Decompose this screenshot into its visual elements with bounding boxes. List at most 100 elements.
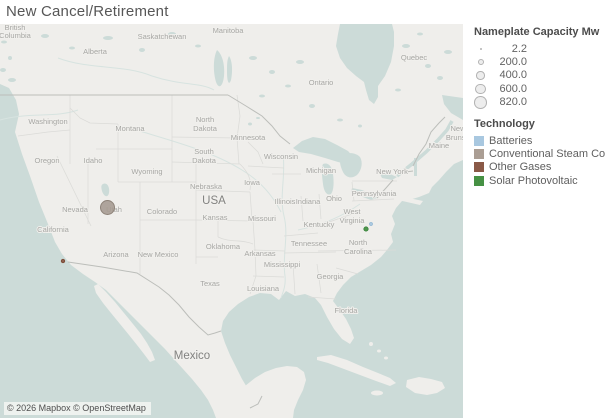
size-legend-value: 600.0 bbox=[499, 82, 527, 95]
label-arizona: Arizona bbox=[103, 250, 129, 259]
mark-other-gases-california[interactable] bbox=[60, 258, 66, 264]
viz-title: New Cancel/Retirement bbox=[6, 3, 169, 20]
label-wisconsin: Wisconsin bbox=[264, 152, 298, 161]
gulf-st-lawrence bbox=[442, 95, 463, 120]
color-swatch-icon bbox=[474, 149, 484, 160]
label-quebec: Quebec bbox=[401, 53, 428, 62]
label-kansas: Kansas bbox=[202, 213, 227, 222]
bahamas-island bbox=[369, 342, 373, 346]
country-borders bbox=[0, 94, 446, 409]
label-south-dakota-2: Dakota bbox=[192, 156, 217, 165]
size-legend-value: 200.0 bbox=[499, 56, 527, 69]
hispaniola bbox=[406, 377, 445, 395]
bahamas-island bbox=[384, 356, 388, 360]
lake-huron bbox=[339, 153, 362, 178]
technology-legend-label: Batteries bbox=[489, 134, 533, 147]
size-circle-icon bbox=[476, 71, 485, 80]
label-tennessee: Tennessee bbox=[291, 239, 327, 248]
label-colorado: Colorado bbox=[147, 207, 177, 216]
mark-solar-photovoltaic-virginia[interactable] bbox=[363, 226, 369, 232]
legend-panel: Nameplate Capacity Mw 2.2 200.0 400.0 60… bbox=[474, 26, 605, 188]
size-legend-item: 600.0 bbox=[474, 82, 602, 95]
technology-legend-label: Solar Photovoltaic bbox=[489, 174, 578, 187]
technology-legend-item-solar-photovoltaic[interactable]: Solar Photovoltaic bbox=[474, 174, 602, 187]
baja-california bbox=[94, 284, 155, 362]
mark-conventional-steam-coal-utah[interactable] bbox=[100, 200, 115, 215]
label-iowa: Iowa bbox=[244, 178, 261, 187]
small-lakes bbox=[0, 32, 452, 128]
label-washington: Washington bbox=[28, 117, 67, 126]
label-maine: Maine bbox=[429, 141, 449, 150]
label-wyoming: Wyoming bbox=[131, 167, 162, 176]
lake-winnipeg bbox=[213, 50, 225, 87]
size-legend-value: 820.0 bbox=[499, 96, 527, 109]
label-saskatchewan: Saskatchewan bbox=[138, 32, 187, 41]
size-circle-icon bbox=[477, 59, 484, 66]
label-new-brunswick-1: New bbox=[450, 124, 463, 133]
label-manitoba: Manitoba bbox=[213, 26, 245, 35]
pacific-ocean bbox=[0, 84, 216, 418]
label-idaho: Idaho bbox=[84, 156, 103, 165]
lake-winnipegosis bbox=[227, 56, 233, 83]
mark-batteries-virginia[interactable] bbox=[369, 222, 373, 226]
label-new-brunswick-2: Brunswick bbox=[446, 133, 463, 142]
size-circle-icon bbox=[474, 96, 487, 109]
label-montana: Montana bbox=[115, 124, 145, 133]
technology-legend-label: Other Gases bbox=[489, 161, 552, 174]
label-british-columbia-1: British bbox=[5, 24, 26, 32]
technology-legend-title: Technology bbox=[474, 117, 535, 130]
water-features bbox=[0, 24, 463, 418]
label-louisiana: Louisiana bbox=[247, 284, 280, 293]
label-arkansas: Arkansas bbox=[244, 249, 276, 258]
label-nebraska: Nebraska bbox=[190, 182, 223, 191]
long-island bbox=[398, 196, 423, 205]
size-legend-item: 2.2 bbox=[474, 42, 602, 55]
size-circle-icon bbox=[475, 83, 486, 95]
label-minnesota: Minnesota bbox=[231, 133, 266, 142]
technology-legend-item-conventional-steam-coal[interactable]: Conventional Steam Coal bbox=[474, 147, 605, 160]
label-west-virginia-1: West bbox=[344, 207, 362, 216]
lake-erie bbox=[351, 188, 377, 200]
label-north-dakota-2: Dakota bbox=[193, 124, 218, 133]
label-north-dakota-1: North bbox=[196, 115, 214, 124]
map-attribution[interactable]: © 2026 Mapbox © OpenStreetMap bbox=[4, 402, 151, 415]
cuba bbox=[317, 355, 396, 386]
great-salt-lake bbox=[101, 183, 110, 197]
label-mississippi: Mississippi bbox=[264, 260, 301, 269]
technology-legend-item-batteries[interactable]: Batteries bbox=[474, 134, 602, 147]
label-west-virginia-2: Virginia bbox=[340, 216, 366, 225]
label-kentucky: Kentucky bbox=[304, 220, 335, 229]
atlantic-gulf-ocean bbox=[221, 160, 463, 418]
label-north-carolina-1: North bbox=[349, 238, 367, 247]
label-illinois: Illinois bbox=[275, 197, 296, 206]
label-south-dakota-1: South bbox=[194, 147, 214, 156]
st-lawrence-river bbox=[395, 120, 454, 178]
label-oregon: Oregon bbox=[34, 156, 59, 165]
label-pennsylvania: Pennsylvania bbox=[352, 189, 397, 198]
bahamas-island bbox=[377, 349, 381, 353]
lake-superior bbox=[293, 137, 356, 165]
islands bbox=[94, 196, 445, 418]
label-ontario: Ontario bbox=[309, 78, 334, 87]
label-north-carolina-2: Carolina bbox=[344, 247, 373, 256]
label-indiana: Indiana bbox=[296, 197, 321, 206]
rivers bbox=[0, 57, 361, 299]
color-swatch-icon bbox=[474, 175, 484, 186]
label-new-york: New York bbox=[376, 167, 408, 176]
label-texas: Texas bbox=[200, 279, 220, 288]
map-labels: British Columbia Alberta Saskatchewan Ma… bbox=[0, 24, 463, 363]
label-british-columbia-2: Columbia bbox=[0, 31, 32, 40]
label-missouri: Missouri bbox=[248, 214, 276, 223]
label-mexico: Mexico bbox=[174, 350, 210, 362]
label-new-mexico: New Mexico bbox=[138, 250, 179, 259]
size-legend-title: Nameplate Capacity Mw bbox=[474, 26, 600, 38]
map-canvas[interactable]: British Columbia Alberta Saskatchewan Ma… bbox=[0, 24, 463, 418]
lake-ontario bbox=[380, 174, 397, 180]
technology-legend-item-other-gases[interactable]: Other Gases bbox=[474, 161, 602, 174]
yucatan-peninsula bbox=[229, 366, 306, 418]
hudson-bay bbox=[336, 24, 394, 104]
jamaica bbox=[371, 390, 383, 396]
color-swatch-icon bbox=[474, 135, 484, 146]
label-alberta: Alberta bbox=[83, 47, 108, 56]
size-legend-item: 400.0 bbox=[474, 69, 602, 82]
